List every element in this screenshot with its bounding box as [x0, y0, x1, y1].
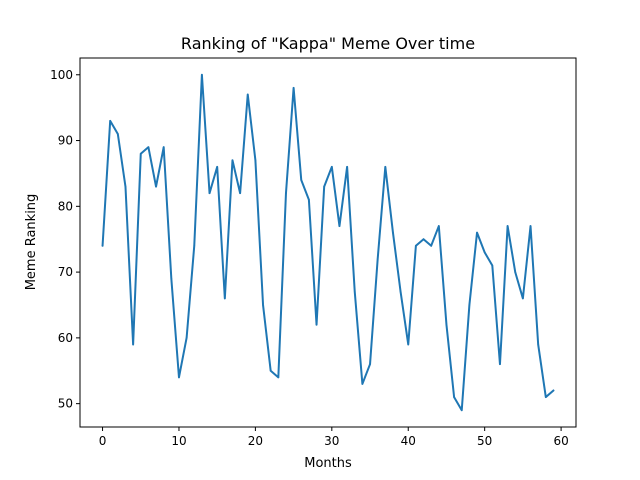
data-point	[201, 73, 203, 76]
data-point	[545, 396, 547, 398]
data-point	[132, 343, 134, 346]
data-point	[430, 244, 432, 247]
series-line	[101, 73, 555, 412]
data-point	[392, 231, 394, 234]
data-point	[460, 409, 463, 412]
data-point	[208, 192, 211, 194]
data-point	[499, 363, 501, 365]
chart-title: Ranking of "Kappa" Meme Over time	[181, 34, 475, 53]
y-tick-label: 80	[58, 199, 73, 213]
data-point	[399, 291, 402, 293]
y-tick-label: 70	[58, 265, 73, 279]
data-point	[216, 166, 218, 168]
data-point	[506, 225, 509, 227]
data-point	[315, 323, 318, 326]
y-tick-label: 90	[58, 134, 73, 148]
x-tick-label: 0	[99, 434, 107, 448]
data-point	[292, 87, 295, 89]
data-point	[109, 120, 111, 122]
data-point	[422, 238, 425, 241]
data-point	[445, 323, 448, 326]
data-point	[269, 369, 272, 372]
data-point	[453, 396, 455, 398]
data-point	[407, 343, 410, 346]
data-point	[162, 146, 165, 148]
data-point	[224, 297, 226, 300]
data-point	[155, 185, 157, 188]
data-point	[338, 225, 341, 227]
data-point	[254, 159, 257, 162]
x-tick-label: 60	[553, 434, 568, 448]
x-axis: 0 10 20 30 40 50 60	[99, 427, 569, 448]
data-point	[308, 198, 310, 201]
data-point	[353, 291, 356, 293]
data-point	[277, 376, 280, 379]
data-point	[476, 231, 478, 234]
data-point	[369, 363, 371, 365]
y-tick-label: 100	[50, 68, 73, 82]
data-point	[193, 244, 196, 247]
y-axis-label: Meme Ranking	[24, 194, 39, 291]
data-point	[178, 376, 180, 379]
data-point	[231, 159, 234, 162]
data-point	[262, 304, 264, 306]
x-tick-label: 30	[324, 434, 339, 448]
data-point	[246, 93, 249, 96]
plot-area	[79, 57, 577, 428]
y-tick-label: 50	[58, 397, 73, 411]
data-point	[529, 225, 532, 227]
y-tick-label: 60	[58, 331, 73, 345]
data-point	[361, 383, 364, 385]
data-point	[147, 146, 150, 148]
x-tick-label: 10	[171, 434, 186, 448]
data-point	[139, 152, 142, 155]
x-tick-label: 50	[477, 434, 492, 448]
data-point	[522, 297, 524, 300]
data-point	[491, 264, 494, 267]
data-point	[514, 271, 517, 273]
data-point	[376, 258, 379, 260]
data-point	[537, 343, 539, 346]
data-point	[300, 179, 303, 181]
x-axis-label: Months	[304, 456, 352, 471]
data-point	[185, 337, 188, 339]
data-point	[323, 185, 325, 188]
data-point	[101, 244, 104, 247]
x-tick-label: 20	[248, 434, 263, 448]
data-point	[124, 185, 127, 188]
data-point	[117, 133, 119, 135]
y-axis: 50 60 70 80 90 100	[50, 68, 80, 411]
data-point	[552, 389, 555, 392]
data-point	[483, 251, 486, 254]
data-point	[438, 225, 440, 227]
data-point	[239, 192, 241, 194]
data-point	[170, 277, 173, 280]
data-point	[384, 166, 387, 168]
data-point	[331, 166, 333, 168]
data-point	[346, 166, 348, 168]
axes-frame	[79, 57, 577, 428]
data-point	[415, 244, 417, 247]
x-tick-label: 40	[401, 434, 416, 448]
data-point	[285, 192, 287, 194]
data-point	[468, 304, 471, 306]
